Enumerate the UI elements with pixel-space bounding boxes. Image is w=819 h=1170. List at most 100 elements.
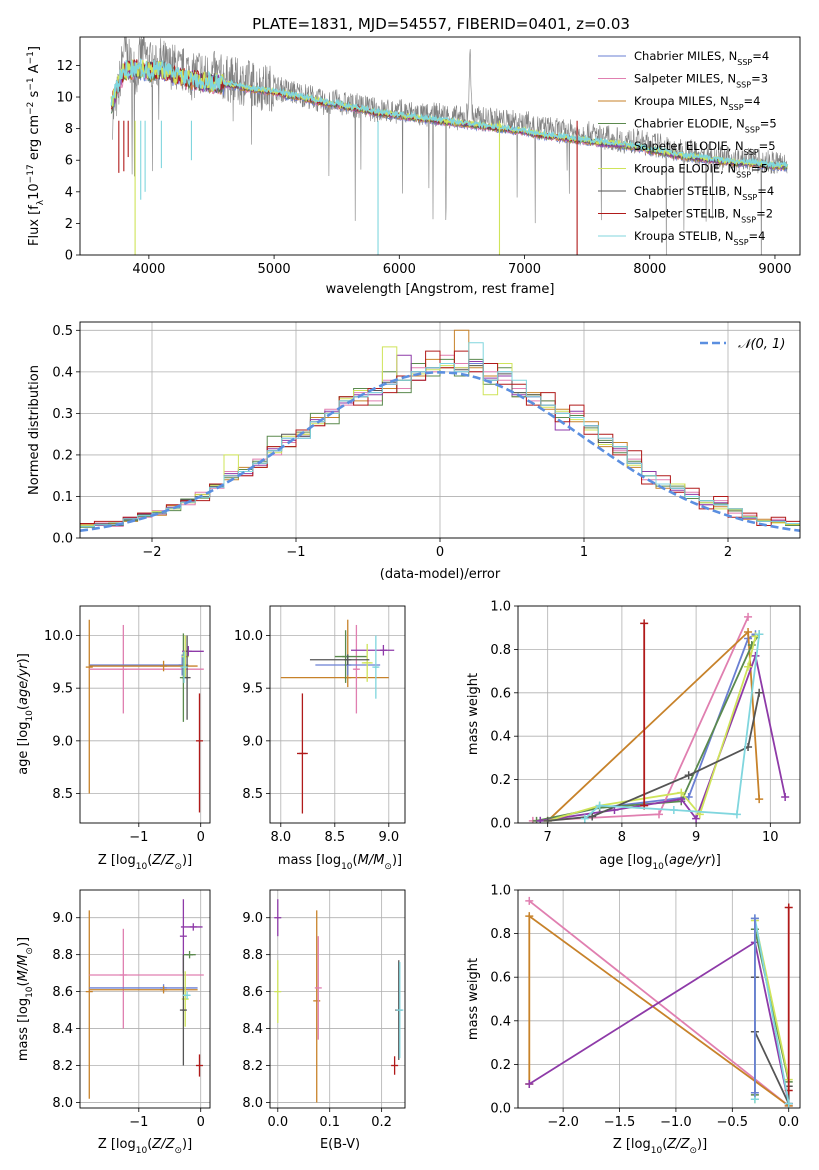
y-tick-label: 12 bbox=[56, 59, 73, 74]
weight-point-kroupa_elodie bbox=[677, 788, 686, 797]
label-part: M/M bbox=[16, 955, 31, 982]
label-part: ] bbox=[27, 46, 42, 51]
label-part: −2 bbox=[26, 102, 36, 115]
x-tick-label: −0.5 bbox=[717, 1115, 749, 1130]
ageM-x-label: mass [log10(M/M⊙)] bbox=[278, 853, 402, 872]
legend-subscript: SSP bbox=[742, 193, 757, 202]
label-part: )] bbox=[392, 853, 402, 868]
residual-histogram-axes: −2 −1 0 1 2 0.0 0.1 0.2 0.3 0.4 0.5 (data-model)/er… bbox=[27, 321, 801, 582]
label-part: )] bbox=[711, 853, 721, 868]
label-part: −1 bbox=[26, 51, 36, 64]
label-part: age/yr bbox=[16, 662, 31, 705]
y-tick-label: 10.0 bbox=[44, 629, 73, 644]
y-tick-label: 4 bbox=[65, 185, 73, 200]
x-tick-label: 4000 bbox=[132, 262, 165, 277]
y-tick-label: 1.0 bbox=[490, 600, 511, 615]
weight-point-kroupa_stelib bbox=[784, 1099, 793, 1108]
weight-point-salpeter_elodie bbox=[525, 1080, 534, 1089]
y-tick-label: 9.5 bbox=[242, 682, 263, 697]
weight-point-chabrier_miles bbox=[750, 914, 759, 923]
x-tick-label: 9 bbox=[692, 830, 700, 845]
label-part: Z/Z bbox=[666, 1137, 690, 1152]
y-tick-label: 8 bbox=[65, 122, 73, 137]
x-tick-label: 0.1 bbox=[319, 1115, 340, 1130]
y-tick-label: 0.2 bbox=[490, 1058, 511, 1073]
legend-subscript: SSP bbox=[745, 125, 760, 134]
legend-label-chabrier_elodie: Chabrier ELODIE, NSSP=5 bbox=[634, 117, 777, 135]
x-tick-label: 0 bbox=[197, 830, 205, 845]
legend-label-salpeter_elodie: Salpeter ELODIE, NSSP=5 bbox=[634, 139, 776, 157]
wAge-y-label: mass weight bbox=[466, 673, 481, 755]
label-part: −17 bbox=[26, 164, 36, 183]
x-tick-label: 1 bbox=[580, 545, 588, 560]
y-tick-label: 9.0 bbox=[242, 911, 263, 926]
label-part: 10 bbox=[341, 862, 353, 872]
weight-point-salpeter_elodie bbox=[536, 816, 545, 823]
age-vs-metallicity-axes: −1 08.59.09.510.0Z [log10(Z/Z⊙)]age [log1… bbox=[16, 605, 211, 872]
y-tick-label: 0.8 bbox=[490, 643, 511, 658]
legend-suffix: =5 bbox=[759, 139, 776, 153]
y-tick-label: 9.0 bbox=[52, 734, 73, 749]
legend-text: Chabrier STELIB, N bbox=[634, 184, 742, 198]
x-tick-label: 6000 bbox=[383, 262, 416, 277]
figure-title: PLATE=1831, MJD=54557, FIBERID=0401, z=0… bbox=[252, 15, 630, 33]
residual-y-label: Normed distribution bbox=[27, 365, 42, 495]
axes-frame bbox=[269, 605, 406, 824]
label-part: mass [log bbox=[278, 853, 341, 868]
plot-area bbox=[274, 899, 404, 1103]
plot-area bbox=[528, 612, 790, 823]
label-part: ( bbox=[16, 705, 31, 710]
residual-x-label: (data-model)/error bbox=[380, 567, 501, 582]
legend-text: Kroupa STELIB, N bbox=[634, 229, 734, 243]
y-tick-label: 0.5 bbox=[52, 324, 73, 339]
legend-label-salpeter_stelib: Salpeter STELIB, NSSP=2 bbox=[634, 207, 773, 225]
axes-frame bbox=[517, 889, 801, 1109]
weight-point-chabrier_miles bbox=[750, 1088, 759, 1097]
legend-text: Salpeter ELODIE, N bbox=[634, 139, 744, 153]
x-tick-label: 9.0 bbox=[378, 830, 399, 845]
wZ-y-label: mass weight bbox=[466, 958, 481, 1040]
mZ-y-label: mass [log10(M/M⊙)] bbox=[16, 937, 35, 1061]
y-tick-label: 0.2 bbox=[52, 448, 73, 463]
y-tick-label: 8.2 bbox=[52, 1059, 73, 1074]
x-tick-label: 9000 bbox=[758, 262, 791, 277]
label-part: Z [log bbox=[98, 853, 136, 868]
x-tick-label: 0.2 bbox=[371, 1115, 392, 1130]
y-tick-label: 8.8 bbox=[52, 948, 73, 963]
y-tick-label: 10 bbox=[56, 91, 73, 106]
normal-curve bbox=[80, 370, 800, 532]
label-part: ( bbox=[16, 981, 31, 986]
y-tick-label: 8.0 bbox=[52, 1096, 73, 1111]
x-tick-label: 7000 bbox=[508, 262, 541, 277]
x-tick-label: 10 bbox=[762, 830, 779, 845]
x-tick-label: −2 bbox=[142, 545, 161, 560]
label-part: M/M bbox=[358, 853, 385, 868]
y-tick-label: 9.0 bbox=[52, 911, 73, 926]
y-tick-label: 0.0 bbox=[490, 817, 511, 832]
y-tick-label: 0.0 bbox=[52, 532, 73, 547]
mass-vs-metallicity-axes: −1 08.08.28.48.68.89.0Z [log10(Z/Z⊙)]mass… bbox=[16, 889, 211, 1156]
y-tick-label: 0.8 bbox=[490, 927, 511, 942]
spectrum-x-label: wavelength [Angstrom, rest frame] bbox=[326, 282, 555, 297]
label-part: age/yr bbox=[669, 853, 712, 868]
legend-subscript: SSP bbox=[729, 103, 744, 112]
plot-area bbox=[280, 619, 395, 814]
label-part: ( bbox=[147, 1137, 152, 1152]
label-part: A bbox=[27, 64, 42, 77]
legend-text: Salpeter MILES, N bbox=[634, 72, 736, 86]
label-part: ( bbox=[662, 1137, 667, 1152]
x-tick-label: 0 bbox=[197, 1115, 205, 1130]
axes-frame bbox=[79, 889, 211, 1109]
y-tick-label: 8.4 bbox=[242, 1022, 263, 1037]
spectrum-y-label: Flux [fλ10−17 erg cm−2 s−1 A−1] bbox=[26, 46, 46, 246]
legend-label-chabrier_miles: Chabrier MILES, NSSP=4 bbox=[634, 49, 769, 67]
x-tick-label: −1 bbox=[129, 830, 148, 845]
x-tick-label: −2.0 bbox=[547, 1115, 579, 1130]
y-tick-label: 6 bbox=[65, 154, 73, 169]
plot-area bbox=[85, 619, 204, 813]
x-tick-label: 2 bbox=[724, 545, 732, 560]
label-part: ⊙ bbox=[689, 1146, 697, 1156]
y-tick-label: 9.0 bbox=[242, 734, 263, 749]
